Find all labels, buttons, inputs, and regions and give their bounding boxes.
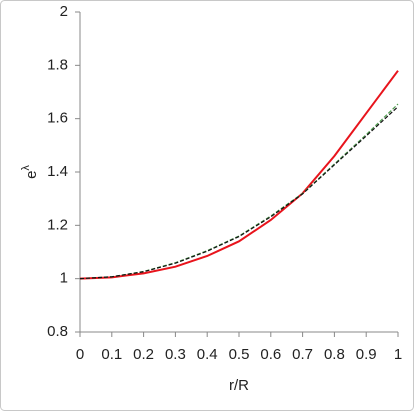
y-tick-label: 0.8 xyxy=(47,323,68,340)
x-axis-label: r/R xyxy=(229,377,249,394)
x-tick-label: 0.6 xyxy=(260,346,281,363)
x-tick-label: 0.4 xyxy=(197,346,218,363)
x-tick-label: 0.3 xyxy=(165,346,186,363)
y-tick-label: 1.8 xyxy=(47,56,68,73)
y-tick-label: 1.4 xyxy=(47,163,68,180)
y-tick-label: 1.2 xyxy=(47,216,68,233)
y-tick-label: 2 xyxy=(60,3,68,20)
x-tick-label: 0.8 xyxy=(324,346,345,363)
y-axis-label-superscript: λ xyxy=(20,165,32,171)
x-tick-label: 0.9 xyxy=(356,346,377,363)
y-tick-label: 1 xyxy=(60,270,68,287)
x-tick-label: 0.7 xyxy=(292,346,313,363)
x-tick-label: 0.2 xyxy=(133,346,154,363)
x-tick-label: 0.5 xyxy=(229,346,250,363)
y-tick-label: 1.6 xyxy=(47,110,68,127)
x-tick-label: 0 xyxy=(76,346,84,363)
x-tick-label: 1 xyxy=(394,346,402,363)
y-axis-label: eλ xyxy=(20,165,40,179)
data-line xyxy=(79,103,399,280)
y-axis-label-base: e xyxy=(23,171,40,179)
data-line xyxy=(79,106,399,280)
x-tick-label: 0.1 xyxy=(101,346,122,363)
data-line xyxy=(79,70,399,280)
